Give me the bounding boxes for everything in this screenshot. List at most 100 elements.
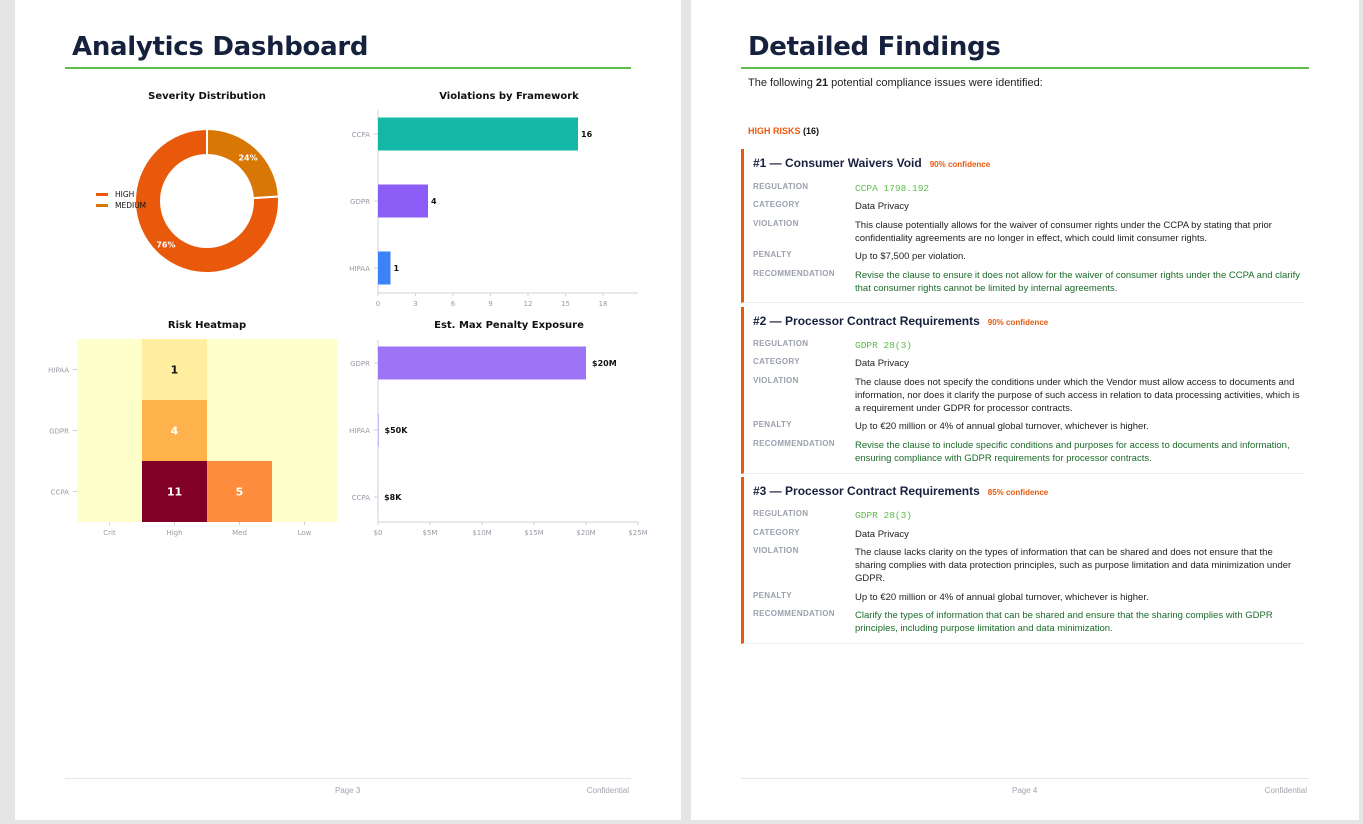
chart-title: Risk Heatmap [168, 320, 246, 331]
bar-value: $8K [384, 493, 402, 502]
finding-card: #3 — Processor Contract Requirements 85% … [741, 477, 1305, 644]
field-label: REGULATION [753, 182, 809, 191]
slice-label: 76% [156, 241, 175, 250]
confidential-label: Confidential [1264, 786, 1307, 795]
category-value: Data Privacy [855, 358, 909, 369]
field-label: VIOLATION [753, 546, 799, 555]
finding-title: #3 — Processor Contract Requirements 85% … [753, 484, 1048, 498]
confidence-badge: 85% confidence [987, 488, 1049, 497]
field-label: CATEGORY [753, 528, 800, 537]
category-value: Data Privacy [855, 529, 909, 540]
confidence-badge: 90% confidence [929, 160, 991, 169]
cell-value: 4 [171, 425, 179, 438]
penalty-value: Up to €20 million or 4% of annual global… [855, 592, 1149, 603]
heatmap-cell [77, 400, 142, 461]
chart-title: Violations by Framework [439, 91, 579, 102]
column-label: Low [298, 529, 312, 537]
issue-count: 21 [815, 77, 829, 89]
heatmap-cell [207, 339, 272, 400]
x-tick-label: $25M [628, 529, 647, 537]
x-tick-label: 6 [451, 300, 456, 308]
severity-distribution-chart: Severity Distribution 76% 24% HIGH MEDIUM [96, 91, 280, 274]
heatmap-cell [142, 339, 207, 400]
heatmap-cell [77, 461, 142, 522]
violation-value: This clause potentially allows for the w… [855, 220, 1272, 244]
bar-value: 16 [581, 130, 593, 139]
confidential-label: Confidential [586, 786, 629, 795]
heatmap-cell [272, 400, 337, 461]
cell-value: 5 [236, 486, 244, 499]
bar-gdpr [378, 346, 586, 380]
finding-card: #2 — Processor Contract Requirements 90% … [741, 307, 1305, 474]
x-tick-label: $20M [576, 529, 595, 537]
risk-label: HIGH RISKS [748, 126, 801, 136]
page-3: Analytics Dashboard Severity Distributio… [15, 0, 681, 820]
y-tick-label: GDPR [350, 360, 370, 368]
row-label: GDPR [49, 428, 69, 436]
x-tick-label: 9 [488, 300, 492, 308]
x-tick-label: 18 [599, 300, 608, 308]
field-label: PENALTY [753, 420, 792, 429]
x-tick-label: $15M [524, 529, 543, 537]
footer-divider [65, 778, 631, 779]
recommendation-value: Clarify the types of information that ca… [855, 610, 1273, 634]
chart-title: Est. Max Penalty Exposure [434, 320, 584, 331]
violations-by-framework-chart: Violations by Framework 16 CCPA 4 GDPR 1 HIPA… [349, 91, 638, 308]
finding-title: #1 — Consumer Waivers Void 90% confidence [753, 156, 990, 170]
penalty-value: Up to €20 million or 4% of annual global… [855, 421, 1149, 432]
field-label: PENALTY [753, 250, 792, 259]
dashboard-charts: Severity Distribution 76%24% HIGHMEDIUM … [48, 91, 648, 537]
x-tick-label: 15 [561, 300, 570, 308]
x-tick-label: 0 [376, 300, 380, 308]
y-tick-label: HIPAA [349, 427, 370, 435]
bar-ccpa [378, 117, 578, 151]
bar-value: $50K [385, 426, 409, 435]
heatmap-cell [77, 339, 142, 400]
cell-value: 1 [171, 364, 179, 377]
legend-label: MEDIUM [115, 201, 146, 210]
chart-title: Severity Distribution [148, 91, 266, 102]
penalty-exposure-chart: Est. Max Penalty Exposure $20M GDPR $50K HI… [349, 320, 648, 537]
regulation-value: CCPA 1798.192 [855, 183, 930, 194]
heatmap-cell [207, 400, 272, 461]
column-label: Crit [103, 529, 116, 537]
bar-hipaa [378, 251, 391, 285]
y-tick-label: CCPA [352, 131, 371, 139]
page-title: Analytics Dashboard [72, 32, 369, 62]
bar-value: 1 [394, 264, 400, 273]
y-tick-label: GDPR [350, 198, 370, 206]
high-risks-header: HIGH RISKS (16) [748, 126, 819, 136]
page-number: Page 3 [335, 786, 361, 795]
category-value: Data Privacy [855, 201, 909, 212]
field-label: RECOMMENDATION [753, 439, 835, 448]
heatmap-cell [272, 339, 337, 400]
x-tick-label: $5M [423, 529, 438, 537]
field-label: VIOLATION [753, 219, 799, 228]
heatmap-cell [142, 400, 207, 461]
recommendation-value: Revise the clause to include specific co… [855, 440, 1290, 464]
x-tick-label: $0 [374, 529, 383, 537]
recommendation-value: Revise the clause to ensure it does not … [855, 270, 1300, 294]
intro-text: The following [748, 77, 816, 89]
field-label: VIOLATION [753, 376, 799, 385]
bar-gdpr [378, 184, 428, 218]
y-tick-label: CCPA [352, 494, 371, 502]
finding-title-text: #2 — Processor Contract Requirements [753, 314, 980, 328]
bar-hipaa [378, 413, 379, 447]
heatmap-cell [142, 461, 207, 522]
column-label: Med [232, 529, 247, 537]
finding-title: #2 — Processor Contract Requirements 90% … [753, 314, 1048, 328]
donut-slice-high [134, 127, 280, 274]
bar-value: $20M [592, 359, 617, 368]
page-title: Detailed Findings [748, 32, 1001, 62]
risk-heatmap-chart: Risk Heatmap 1 HIPAA 4 GDPR 11 5 CCPA Crit High M… [48, 320, 337, 537]
legend-swatch [96, 204, 108, 207]
finding-title-text: #1 — Consumer Waivers Void [753, 156, 922, 170]
legend-label: HIGH [115, 190, 134, 199]
title-divider [741, 67, 1309, 69]
column-label: High [166, 529, 182, 537]
finding-title-text: #3 — Processor Contract Requirements [753, 484, 980, 498]
violation-value: The clause lacks clarity on the types of… [855, 547, 1292, 584]
bar-value: 4 [431, 197, 437, 206]
finding-card: #1 — Consumer Waivers Void 90% confidence… [741, 149, 1305, 303]
